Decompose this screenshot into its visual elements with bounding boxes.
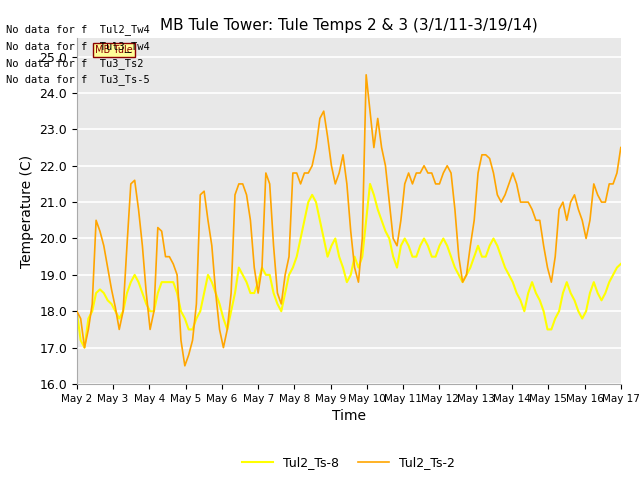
- Tul2_Ts-8: [436, 243, 444, 249]
- Tul2_Ts-8: [617, 261, 625, 267]
- Text: No data for f  Tul3_Tw4: No data for f Tul3_Tw4: [6, 41, 150, 52]
- X-axis label: Time: Time: [332, 409, 366, 423]
- Tul2_Ts-2: [181, 363, 189, 369]
- Tul2_Ts-2: [362, 72, 370, 78]
- Tul2_Ts-2: [73, 308, 81, 314]
- Y-axis label: Temperature (C): Temperature (C): [20, 155, 34, 268]
- Tul2_Ts-2: [339, 152, 347, 158]
- Line: Tul2_Ts-8: Tul2_Ts-8: [77, 184, 621, 348]
- Tul2_Ts-8: [73, 308, 81, 314]
- Tul2_Ts-8: [243, 279, 250, 285]
- Tul2_Ts-8: [339, 264, 347, 270]
- Text: No data for f  Tu3_Ts2: No data for f Tu3_Ts2: [6, 58, 144, 69]
- Text: No data for f  Tul2_Tw4: No data for f Tul2_Tw4: [6, 24, 150, 35]
- Tul2_Ts-2: [243, 192, 250, 198]
- Text: MB Tule: MB Tule: [95, 45, 132, 55]
- Tul2_Ts-2: [617, 144, 625, 150]
- Tul2_Ts-8: [366, 181, 374, 187]
- Line: Tul2_Ts-2: Tul2_Ts-2: [77, 75, 621, 366]
- Tul2_Ts-8: [424, 243, 432, 249]
- Tul2_Ts-2: [436, 181, 444, 187]
- Title: MB Tule Tower: Tule Temps 2 & 3 (3/1/11-3/19/14): MB Tule Tower: Tule Temps 2 & 3 (3/1/11-…: [160, 18, 538, 33]
- Tul2_Ts-8: [563, 279, 571, 285]
- Tul2_Ts-2: [424, 170, 432, 176]
- Tul2_Ts-2: [563, 217, 571, 223]
- Tul2_Ts-8: [81, 345, 88, 350]
- Tul2_Ts-8: [362, 217, 370, 223]
- Legend: Tul2_Ts-8, Tul2_Ts-2: Tul2_Ts-8, Tul2_Ts-2: [237, 452, 460, 475]
- Text: No data for f  Tu3_Ts-5: No data for f Tu3_Ts-5: [6, 74, 150, 85]
- Tul2_Ts-2: [366, 108, 374, 114]
